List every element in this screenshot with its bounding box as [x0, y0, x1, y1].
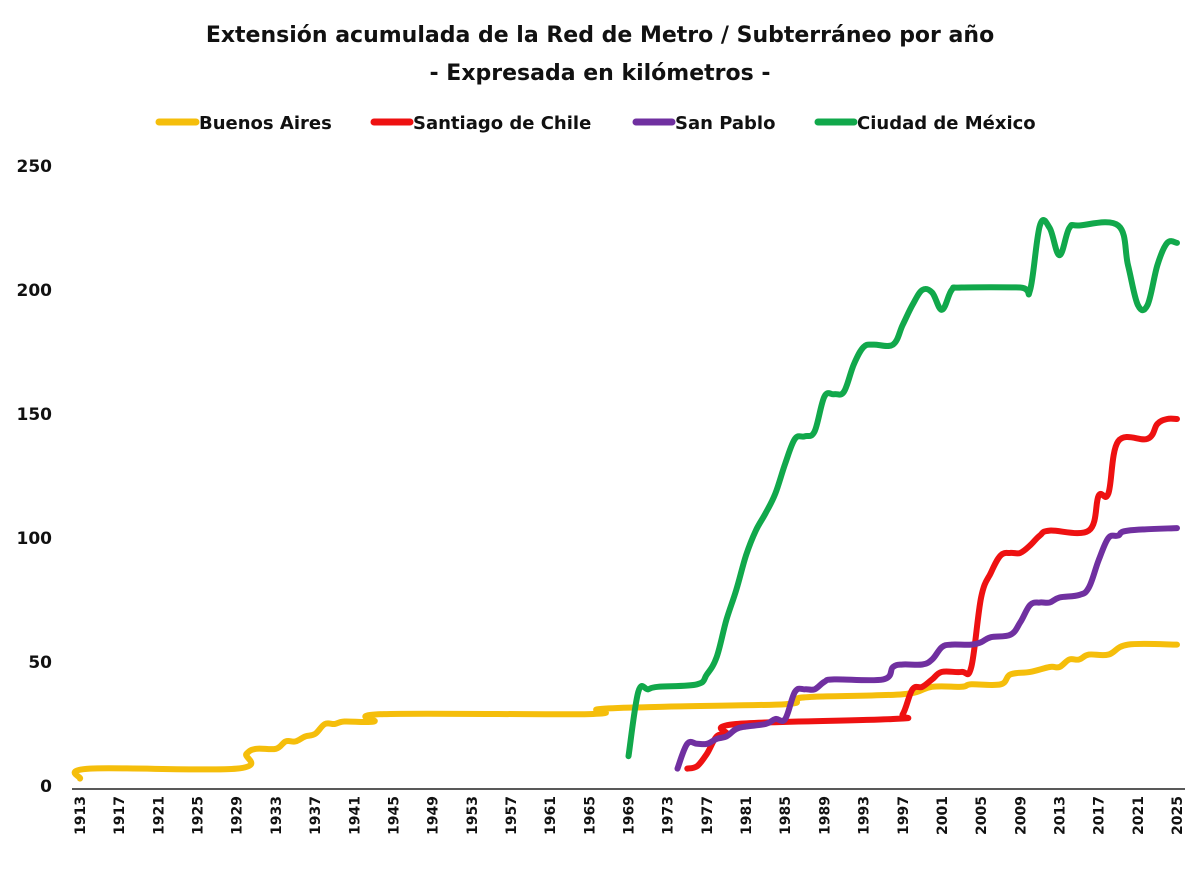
legend: Buenos Aires Santiago de Chile San Pablo… [155, 113, 1036, 134]
x-tick-label: 1989 [817, 796, 833, 835]
y-tick-label: 250 [17, 157, 53, 177]
y-axis: 0 50 100 150 200 250 [17, 157, 53, 797]
x-tick-label: 1969 [622, 796, 638, 835]
legend-label-buenos-aires: Buenos Aires [199, 113, 332, 134]
x-tick-label: 2017 [1092, 796, 1108, 835]
x-tick-label: 1921 [151, 796, 167, 835]
x-tick-label: 1973 [661, 796, 677, 835]
x-tick-label: 1993 [857, 796, 873, 835]
y-tick-label: 100 [17, 529, 53, 549]
x-tick-label: 1965 [582, 796, 598, 835]
x-tick-label: 1957 [504, 796, 520, 835]
x-tick-label: 1945 [386, 796, 402, 835]
legend-item-santiago: Santiago de Chile [370, 113, 591, 134]
legend-item-buenos-aires: Buenos Aires [155, 113, 332, 134]
x-tick-label: 1929 [230, 796, 246, 835]
legend-label-santiago: Santiago de Chile [413, 113, 591, 134]
x-tick-label: 2013 [1052, 796, 1068, 835]
y-tick-label: 50 [28, 653, 52, 673]
x-tick-label: 2025 [1170, 796, 1186, 835]
chart-title: Extensión acumulada de la Red de Metro /… [206, 23, 994, 48]
y-tick-label: 150 [17, 405, 53, 425]
x-axis: 1913 1917 1921 1925 1929 1933 1937 1941 1945 1949… [72, 788, 1186, 835]
x-tick-label: 2005 [974, 796, 990, 835]
legend-item-cdmx: Ciudad de México [814, 113, 1036, 134]
series-line-san-pablo [674, 525, 1180, 772]
y-tick-label: 0 [40, 777, 52, 797]
x-tick-label: 1917 [112, 796, 128, 835]
chart-subtitle: - Expresada en kilómetros - [430, 61, 771, 86]
x-tick-label: 1981 [739, 796, 755, 835]
series-line-ciudad-de-mexico [625, 216, 1180, 760]
x-tick-label: 2021 [1131, 796, 1147, 835]
plot-area [71, 216, 1180, 782]
x-tick-label: 2001 [935, 796, 951, 835]
y-tick-label: 200 [17, 281, 53, 301]
legend-item-san-pablo: San Pablo [632, 113, 775, 134]
x-tick-label: 2009 [1013, 796, 1029, 835]
x-tick-label: 1949 [426, 796, 442, 835]
x-tick-label: 1985 [778, 796, 794, 835]
x-tick-label: 1913 [73, 796, 89, 835]
x-tick-label: 1997 [896, 796, 912, 835]
series-line-santiago-de-chile [684, 415, 1180, 772]
x-tick-label: 1953 [465, 796, 481, 835]
x-tick-label: 1941 [347, 796, 363, 835]
legend-label-san-pablo: San Pablo [675, 113, 775, 134]
legend-label-cdmx: Ciudad de México [857, 113, 1036, 134]
x-tick-label: 1933 [269, 796, 285, 835]
x-tick-label: 1961 [543, 796, 559, 835]
series-line-buenos-aires [71, 640, 1180, 782]
x-tick-label: 1925 [191, 796, 207, 835]
x-tick-label: 1977 [700, 796, 716, 835]
x-tick-label: 1937 [308, 796, 324, 835]
